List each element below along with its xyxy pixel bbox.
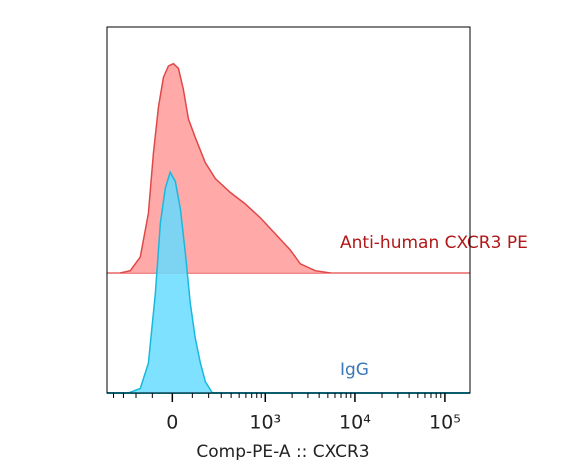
x-tick-label: 10³ [249, 412, 281, 434]
histogram [119, 62, 331, 274]
x-tick-label: 0 [166, 412, 178, 434]
x-axis-title: Comp-PE-A :: CXCR3 [196, 442, 369, 460]
x-tick-label: 10⁴ [339, 412, 371, 434]
series-label: IgG [340, 360, 369, 380]
x-tick-label: 10⁵ [429, 412, 461, 434]
series-label: Anti-human CXCR3 PE [340, 233, 528, 253]
histogram [128, 170, 214, 394]
plot-frame [106, 26, 471, 394]
